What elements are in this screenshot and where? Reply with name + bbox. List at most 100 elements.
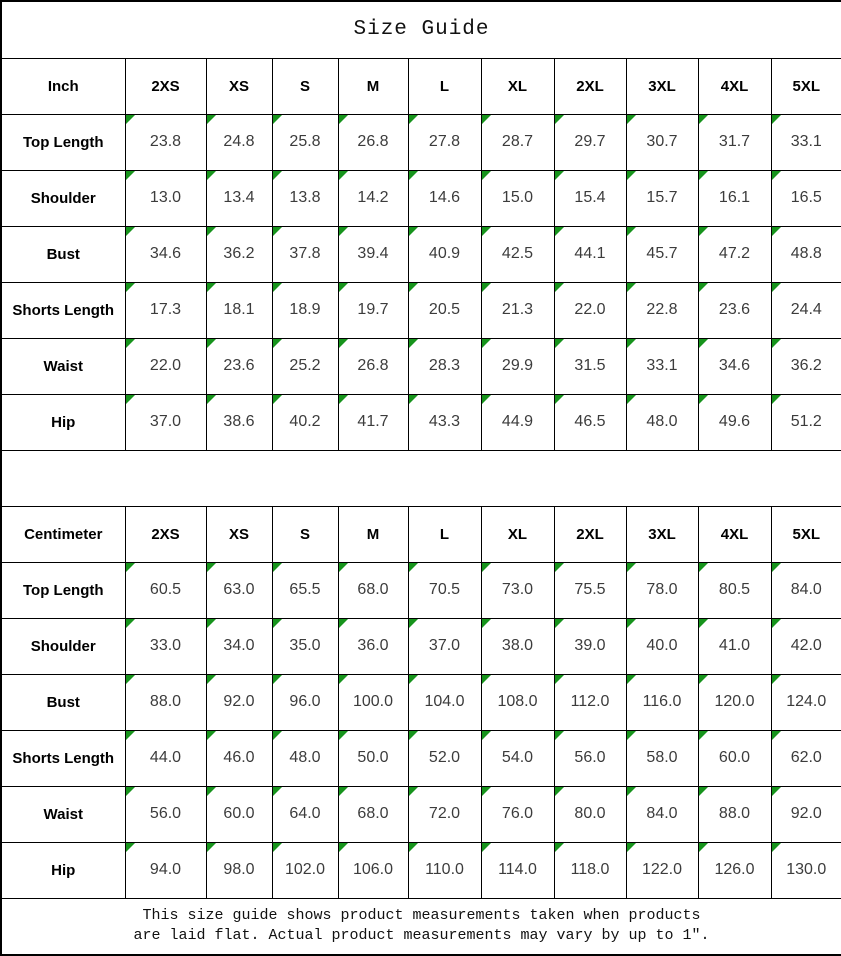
measurement-row: Bust 88.0 92.0 96.0 100.0 104.0 108.0 112.0 116.… xyxy=(0,673,841,731)
measurement-value-cell: 41.0 xyxy=(697,617,772,675)
measurement-value-cell: 39.4 xyxy=(337,225,409,283)
measurement-value-cell: 92.0 xyxy=(205,673,273,731)
size-column-header: S xyxy=(271,505,339,563)
measurement-value-cell: 100.0 xyxy=(337,673,409,731)
footnote-line-1: This size guide shows product measuremen… xyxy=(142,907,701,925)
measurement-value-cell: 25.8 xyxy=(271,113,339,171)
measurement-value-cell: 44.0 xyxy=(124,729,207,787)
footnote: This size guide shows product measuremen… xyxy=(0,897,841,956)
measurement-value-cell: 26.8 xyxy=(337,337,409,395)
measurement-value-cell: 42.5 xyxy=(480,225,555,283)
measurement-value-cell: 31.5 xyxy=(553,337,627,395)
measurement-value-cell: 65.5 xyxy=(271,561,339,619)
measurement-value-cell: 120.0 xyxy=(697,673,772,731)
measurement-value-cell: 88.0 xyxy=(124,673,207,731)
measurement-value-cell: 60.0 xyxy=(697,729,772,787)
measurement-value-cell: 33.1 xyxy=(770,113,841,171)
measurement-value-cell: 63.0 xyxy=(205,561,273,619)
measurement-value-cell: 29.9 xyxy=(480,337,555,395)
measurement-value-cell: 15.4 xyxy=(553,169,627,227)
measurement-value-cell: 22.0 xyxy=(553,281,627,339)
section-gap xyxy=(0,449,841,507)
size-column-header: 2XL xyxy=(553,57,627,115)
size-column-header: 4XL xyxy=(697,505,772,563)
measurement-value-cell: 124.0 xyxy=(770,673,841,731)
measurement-value-cell: 64.0 xyxy=(271,785,339,843)
measurement-value-cell: 58.0 xyxy=(625,729,699,787)
measurement-value-cell: 41.7 xyxy=(337,393,409,451)
measurement-value-cell: 34.6 xyxy=(124,225,207,283)
measurement-value-cell: 43.3 xyxy=(407,393,482,451)
measurement-value-cell: 48.8 xyxy=(770,225,841,283)
measurement-value-cell: 94.0 xyxy=(124,841,207,899)
measurement-value-cell: 17.3 xyxy=(124,281,207,339)
measurement-label: Shoulder xyxy=(0,169,126,227)
measurement-value-cell: 54.0 xyxy=(480,729,555,787)
size-column-header: 3XL xyxy=(625,57,699,115)
measurement-value-cell: 13.8 xyxy=(271,169,339,227)
measurement-row: Shoulder 33.0 34.0 35.0 36.0 37.0 38.0 39.0 40.0… xyxy=(0,617,841,675)
measurement-value-cell: 35.0 xyxy=(271,617,339,675)
measurement-value-cell: 50.0 xyxy=(337,729,409,787)
measurement-value-cell: 28.3 xyxy=(407,337,482,395)
measurement-value-cell: 48.0 xyxy=(625,393,699,451)
measurement-value-cell: 118.0 xyxy=(553,841,627,899)
measurement-value-cell: 36.2 xyxy=(205,225,273,283)
measurement-value-cell: 46.5 xyxy=(553,393,627,451)
measurement-value-cell: 52.0 xyxy=(407,729,482,787)
measurement-value-cell: 70.5 xyxy=(407,561,482,619)
measurement-value-cell: 24.4 xyxy=(770,281,841,339)
measurement-label: Hip xyxy=(0,393,126,451)
size-header-row: Inch 2XS XS S M L XL 2XL 3XL 4XL 5XL xyxy=(0,57,841,115)
measurement-value-cell: 37.0 xyxy=(124,393,207,451)
measurement-value-cell: 49.6 xyxy=(697,393,772,451)
size-column-header: M xyxy=(337,505,409,563)
measurement-value-cell: 56.0 xyxy=(553,729,627,787)
measurement-value-cell: 36.0 xyxy=(337,617,409,675)
measurement-value-cell: 20.5 xyxy=(407,281,482,339)
measurement-value-cell: 15.7 xyxy=(625,169,699,227)
measurement-value-cell: 44.1 xyxy=(553,225,627,283)
size-column-header: 5XL xyxy=(770,505,841,563)
measurement-value-cell: 98.0 xyxy=(205,841,273,899)
measurement-value-cell: 96.0 xyxy=(271,673,339,731)
measurement-value-cell: 126.0 xyxy=(697,841,772,899)
measurement-value-cell: 40.2 xyxy=(271,393,339,451)
measurement-value-cell: 28.7 xyxy=(480,113,555,171)
size-header-row: Centimeter 2XS XS S M L XL 2XL 3XL 4XL 5XL xyxy=(0,505,841,563)
measurement-value-cell: 102.0 xyxy=(271,841,339,899)
measurement-value-cell: 44.9 xyxy=(480,393,555,451)
measurement-value-cell: 34.6 xyxy=(697,337,772,395)
measurement-value-cell: 37.8 xyxy=(271,225,339,283)
unit-label: Inch xyxy=(0,57,126,115)
measurement-value-cell: 27.8 xyxy=(407,113,482,171)
measurement-value-cell: 18.9 xyxy=(271,281,339,339)
size-column-header: XS xyxy=(205,505,273,563)
size-column-header: 2XS xyxy=(124,57,207,115)
measurement-value-cell: 37.0 xyxy=(407,617,482,675)
measurement-row: Bust 34.6 36.2 37.8 39.4 40.9 42.5 44.1 45.7 47.2… xyxy=(0,225,841,283)
measurement-row: Shoulder 13.0 13.4 13.8 14.2 14.6 15.0 15.4 15.7… xyxy=(0,169,841,227)
measurement-row: Hip 94.0 98.0 102.0 106.0 110.0 114.0 118.0 122.… xyxy=(0,841,841,899)
measurement-value-cell: 39.0 xyxy=(553,617,627,675)
measurement-value-cell: 16.1 xyxy=(697,169,772,227)
measurement-value-cell: 68.0 xyxy=(337,561,409,619)
measurement-value-cell: 51.2 xyxy=(770,393,841,451)
measurement-value-cell: 38.6 xyxy=(205,393,273,451)
measurement-label: Shoulder xyxy=(0,617,126,675)
measurement-value-cell: 40.9 xyxy=(407,225,482,283)
footnote-line-2: are laid flat. Actual product measuremen… xyxy=(133,927,710,945)
size-column-header: XL xyxy=(480,57,555,115)
size-column-header: XL xyxy=(480,505,555,563)
unit-label: Centimeter xyxy=(0,505,126,563)
measurement-value-cell: 23.6 xyxy=(205,337,273,395)
inch-table-body: Inch 2XS XS S M L XL 2XL 3XL 4XL 5XL Top Length 23.8… xyxy=(0,57,841,451)
measurement-value-cell: 31.7 xyxy=(697,113,772,171)
measurement-value-cell: 13.0 xyxy=(124,169,207,227)
measurement-value-cell: 47.2 xyxy=(697,225,772,283)
measurement-value-cell: 108.0 xyxy=(480,673,555,731)
measurement-row: Waist 22.0 23.6 25.2 26.8 28.3 29.9 31.5 33.1 34.… xyxy=(0,337,841,395)
measurement-value-cell: 92.0 xyxy=(770,785,841,843)
measurement-value-cell: 22.0 xyxy=(124,337,207,395)
